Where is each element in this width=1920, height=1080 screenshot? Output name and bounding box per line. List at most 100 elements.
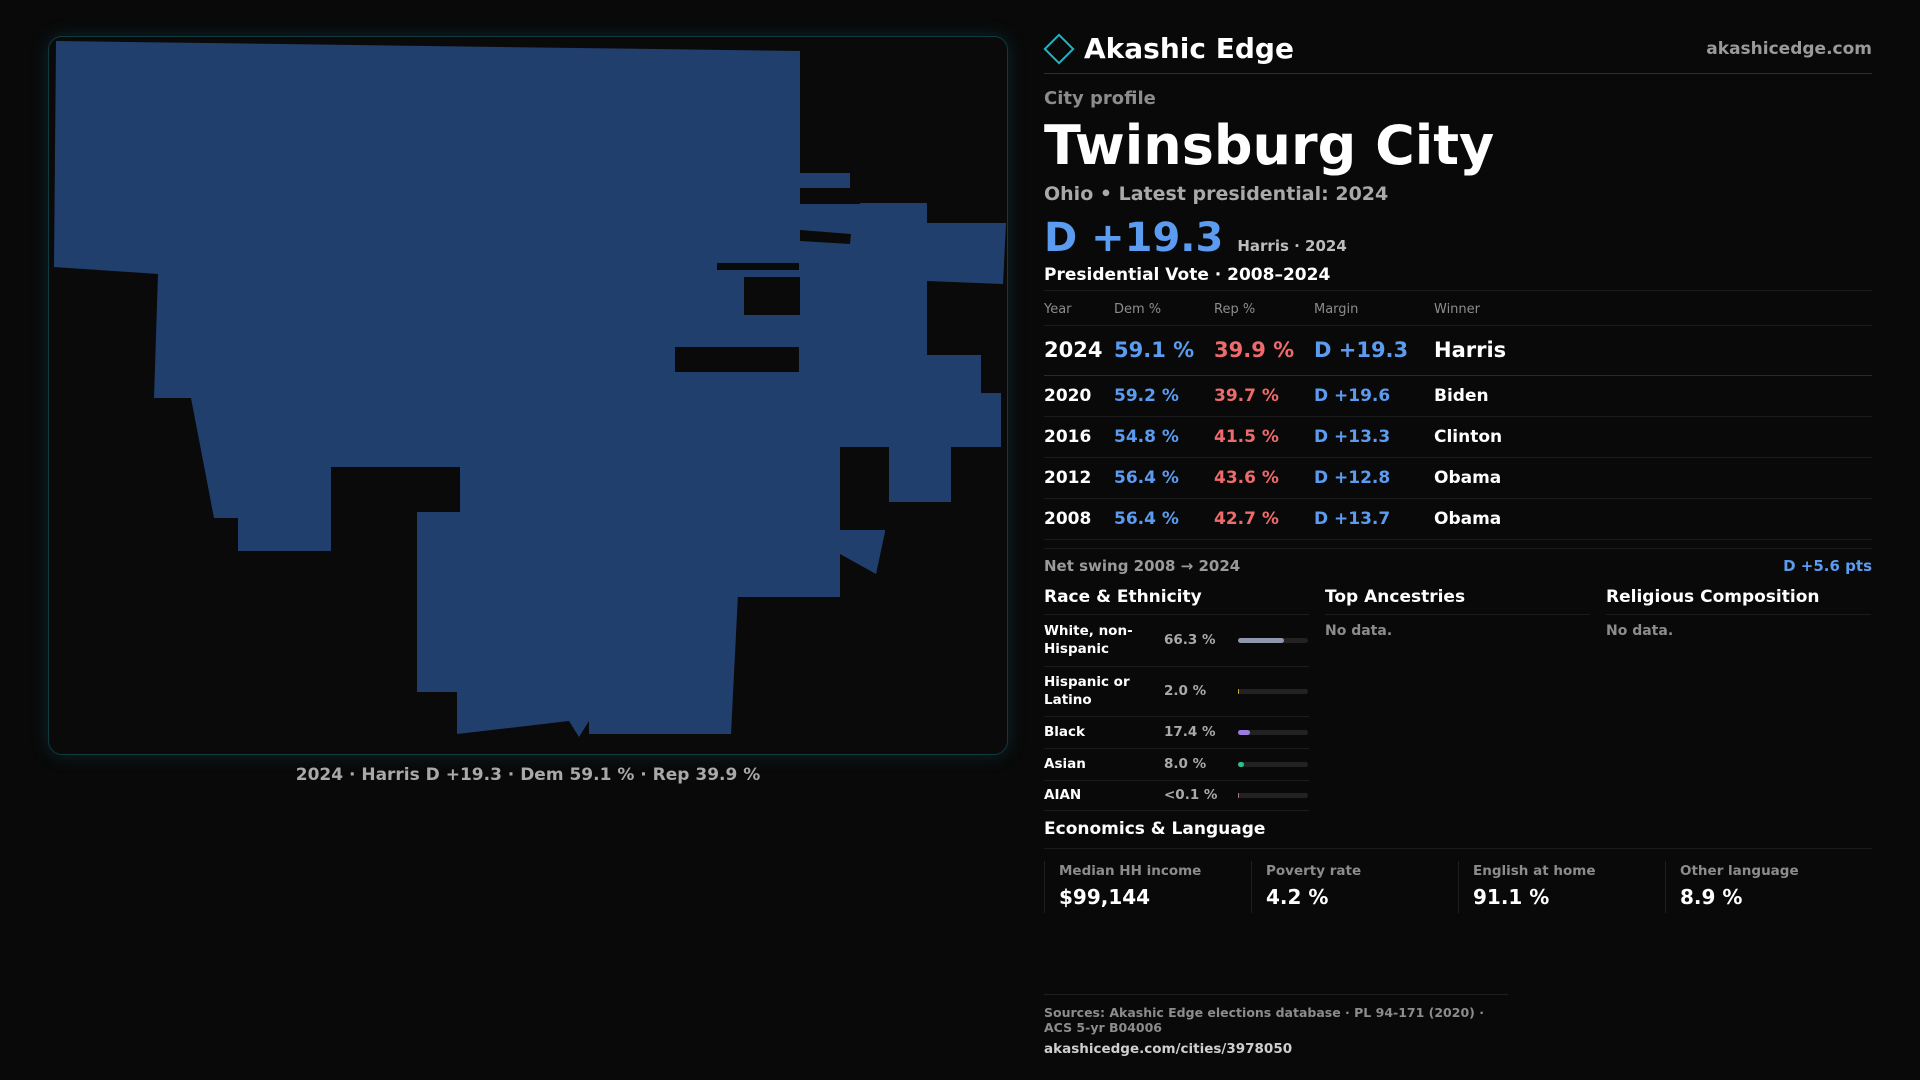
race-pct: 8.0 % [1164, 756, 1207, 772]
brand[interactable]: Akashic Edge [1043, 32, 1294, 65]
econ-label: Median HH income [1059, 862, 1202, 879]
race-pct: 17.4 % [1164, 724, 1216, 740]
race-row: White, non-Hispanic 66.3 % [1044, 615, 1309, 667]
religion-empty: No data. [1606, 622, 1674, 639]
cell-dem: 56.4 % [1114, 498, 1214, 540]
map-gap [744, 277, 800, 315]
latest-margin: D +19.3 [1044, 215, 1224, 261]
religion-panel: Religious Composition No data. [1606, 587, 1871, 811]
ancestries-title: Top Ancestries [1325, 587, 1590, 615]
sources-footer: Sources: Akashic Edge elections database… [1044, 994, 1508, 1057]
table-row: 2012 56.4 % 43.6 % D +12.8 Obama [1044, 457, 1872, 499]
map-gap [717, 263, 799, 270]
econ-label: Other language [1680, 862, 1799, 879]
brand-header: Akashic Edge akashicedge.com [1043, 28, 1872, 74]
race-pct: <0.1 % [1164, 787, 1218, 803]
map-gap [675, 347, 799, 372]
presidential-vote-title: Presidential Vote · 2008–2024 [1044, 265, 1872, 291]
city-url-link[interactable]: akashicedge.com/cities/3978050 [1044, 1041, 1293, 1057]
race-row: AIAN <0.1 % [1044, 781, 1309, 811]
net-swing-value: D +5.6 pts [1783, 556, 1872, 575]
cell-year: 2020 [1044, 375, 1114, 417]
cell-winner: Harris [1434, 325, 1872, 376]
race-label: AIAN [1044, 787, 1082, 803]
race-bar-fill [1238, 637, 1285, 643]
cell-rep: 43.6 % [1214, 457, 1314, 499]
headline-margin: D +19.3 Harris · 2024 [1044, 215, 1872, 261]
race-bar [1238, 637, 1308, 643]
cell-dem: 56.4 % [1114, 457, 1214, 499]
race-ethnicity-title: Race & Ethnicity [1044, 587, 1309, 615]
cell-winner: Obama [1434, 457, 1872, 499]
econ-cell-poverty: Poverty rate 4.2 % [1251, 860, 1458, 913]
net-swing-row: Net swing 2008 → 2024 D +5.6 pts [1044, 547, 1872, 575]
race-bar-fill [1238, 688, 1240, 694]
cell-year: 2024 [1044, 325, 1114, 376]
race-bar-fill [1238, 729, 1251, 735]
latest-margin-note: Harris · 2024 [1237, 237, 1347, 255]
economics-grid: Median HH income $99,144 Poverty rate 4.… [1044, 860, 1872, 913]
religion-title: Religious Composition [1606, 587, 1871, 615]
econ-label: Poverty rate [1266, 862, 1362, 879]
cell-rep: 41.5 % [1214, 416, 1314, 458]
brand-url-link[interactable]: akashicedge.com [1706, 38, 1872, 59]
map-gap [800, 230, 851, 244]
econ-cell-english: English at home 91.1 % [1458, 860, 1665, 913]
cell-winner: Biden [1434, 375, 1872, 417]
econ-cell-income: Median HH income $99,144 [1044, 860, 1251, 913]
map-gap [800, 188, 860, 204]
econ-value: 8.9 % [1680, 884, 1743, 909]
cell-dem: 54.8 % [1114, 416, 1214, 458]
race-bar-fill [1238, 761, 1244, 767]
sources-line: Sources: Akashic Edge elections database… [1044, 1005, 1484, 1035]
table-row: 2024 59.1 % 39.9 % D +19.3 Harris [1044, 325, 1872, 376]
profile-subtitle: Ohio • Latest presidential: 2024 [1044, 183, 1389, 205]
city-boundary-shape [54, 41, 1006, 737]
brand-name: Akashic Edge [1084, 32, 1294, 65]
race-label: Black [1044, 724, 1086, 740]
city-boundary-map [54, 41, 1006, 737]
race-row: Hispanic or Latino 2.0 % [1044, 667, 1309, 717]
cell-year: 2016 [1044, 416, 1114, 458]
profile-panel: Akashic Edge akashicedge.com City profil… [1043, 28, 1872, 913]
econ-value: 4.2 % [1266, 884, 1329, 909]
cell-winner: Clinton [1434, 416, 1872, 458]
cell-rep: 39.9 % [1214, 325, 1314, 376]
race-label: Asian [1044, 756, 1086, 772]
diamond-logo-icon [1043, 32, 1075, 65]
column-header-year: Year [1044, 295, 1114, 326]
cell-margin: D +13.7 [1314, 498, 1434, 540]
column-header-margin: Margin [1314, 295, 1434, 326]
cell-margin: D +19.3 [1314, 325, 1434, 376]
ancestries-empty: No data. [1325, 622, 1393, 639]
race-bar [1238, 688, 1308, 694]
profile-kicker: City profile [1044, 88, 1156, 109]
race-ethnicity-panel: Race & Ethnicity White, non-Hispanic 66.… [1044, 587, 1309, 811]
ancestries-panel: Top Ancestries No data. [1325, 587, 1590, 811]
econ-cell-other-language: Other language 8.9 % [1665, 860, 1872, 913]
page-title: Twinsburg City [1044, 114, 1495, 177]
table-row: 2016 54.8 % 41.5 % D +13.3 Clinton [1044, 416, 1872, 458]
city-map-panel [48, 36, 1008, 755]
demographics-section: Race & Ethnicity White, non-Hispanic 66.… [1044, 587, 1872, 811]
econ-value: 91.1 % [1473, 884, 1550, 909]
column-header-dem: Dem % [1114, 295, 1214, 326]
economics-title: Economics & Language [1044, 819, 1872, 849]
cell-margin: D +13.3 [1314, 416, 1434, 458]
race-label: White, non-Hispanic [1044, 623, 1133, 657]
race-label: Hispanic or Latino [1044, 674, 1130, 708]
cell-rep: 39.7 % [1214, 375, 1314, 417]
cell-dem: 59.2 % [1114, 375, 1214, 417]
cell-rep: 42.7 % [1214, 498, 1314, 540]
race-bar [1238, 729, 1308, 735]
presidential-vote-table: Year Dem % Rep % Margin Winner 2024 59.1… [1044, 295, 1872, 540]
econ-value: $99,144 [1059, 884, 1151, 909]
race-pct: 2.0 % [1164, 683, 1207, 699]
table-row: 2008 56.4 % 42.7 % D +13.7 Obama [1044, 498, 1872, 540]
cell-winner: Obama [1434, 498, 1872, 540]
column-header-winner: Winner [1434, 295, 1872, 326]
race-row: Asian 8.0 % [1044, 749, 1309, 781]
net-swing-label: Net swing 2008 → 2024 [1044, 556, 1241, 575]
race-row: Black 17.4 % [1044, 717, 1309, 749]
column-header-rep: Rep % [1214, 295, 1314, 326]
